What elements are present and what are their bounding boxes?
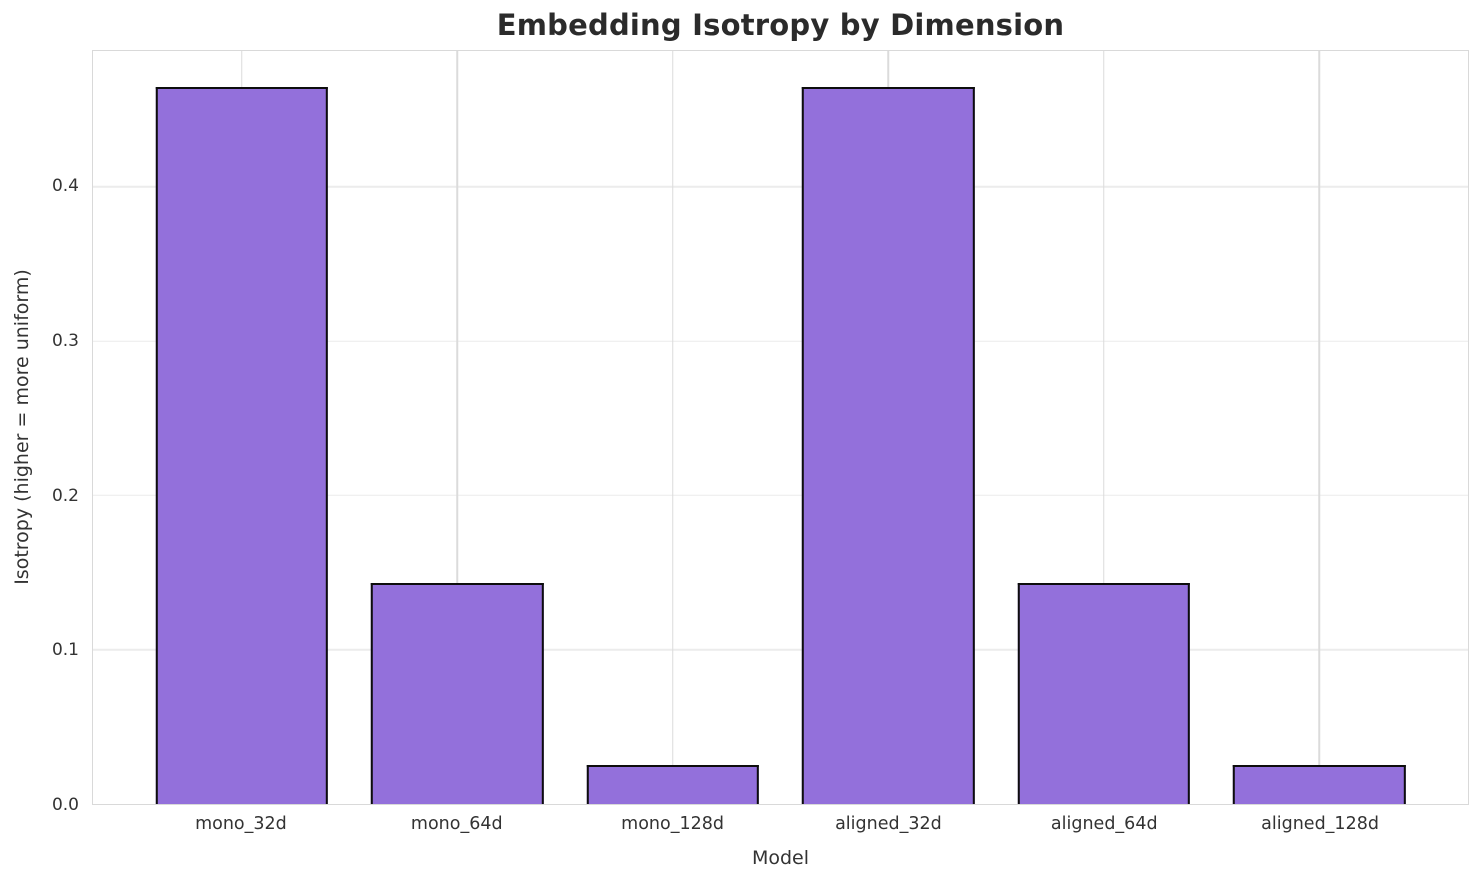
x-tick-label: mono_128d	[621, 814, 724, 834]
y-tick-label: 0.3	[51, 330, 79, 351]
y-tick-label: 0.2	[51, 485, 79, 506]
y-axis-tick-labels: 0.0 0.1 0.2 0.3 0.4	[0, 50, 92, 815]
vertical-gridline	[671, 51, 674, 804]
horizontal-gridline	[93, 648, 1468, 651]
horizontal-gridline	[93, 186, 1468, 188]
bar-aligned_32d	[802, 86, 975, 804]
horizontal-gridline	[93, 340, 1468, 342]
vertical-gridline	[456, 51, 458, 804]
x-tick-label: mono_32d	[195, 814, 287, 834]
plot-area	[92, 50, 1469, 805]
y-tick-label: 0.1	[51, 640, 79, 661]
x-tick-label: mono_64d	[410, 814, 503, 834]
horizontal-gridline	[93, 494, 1468, 497]
bar-mono_32d	[155, 86, 328, 804]
x-axis-tick-labels: mono_32d mono_64d mono_128d aligned_32d alig…	[92, 814, 1469, 840]
chart-title: Embedding Isotropy by Dimension	[496, 8, 1065, 42]
bar-aligned_128d	[1233, 765, 1406, 804]
y-tick-label: 0.4	[51, 176, 79, 197]
bar-mono_128d	[586, 765, 759, 804]
x-tick-label: aligned_128d	[1261, 814, 1379, 834]
x-tick-label: aligned_64d	[1050, 814, 1158, 834]
bar-aligned_64d	[1017, 583, 1190, 804]
bar-mono_64d	[371, 583, 544, 804]
x-axis-label: Model	[751, 847, 810, 869]
y-tick-label: 0.0	[51, 795, 79, 815]
vertical-gridline	[1103, 51, 1105, 804]
vertical-gridline	[1318, 51, 1321, 804]
x-tick-label: aligned_32d	[835, 814, 942, 834]
